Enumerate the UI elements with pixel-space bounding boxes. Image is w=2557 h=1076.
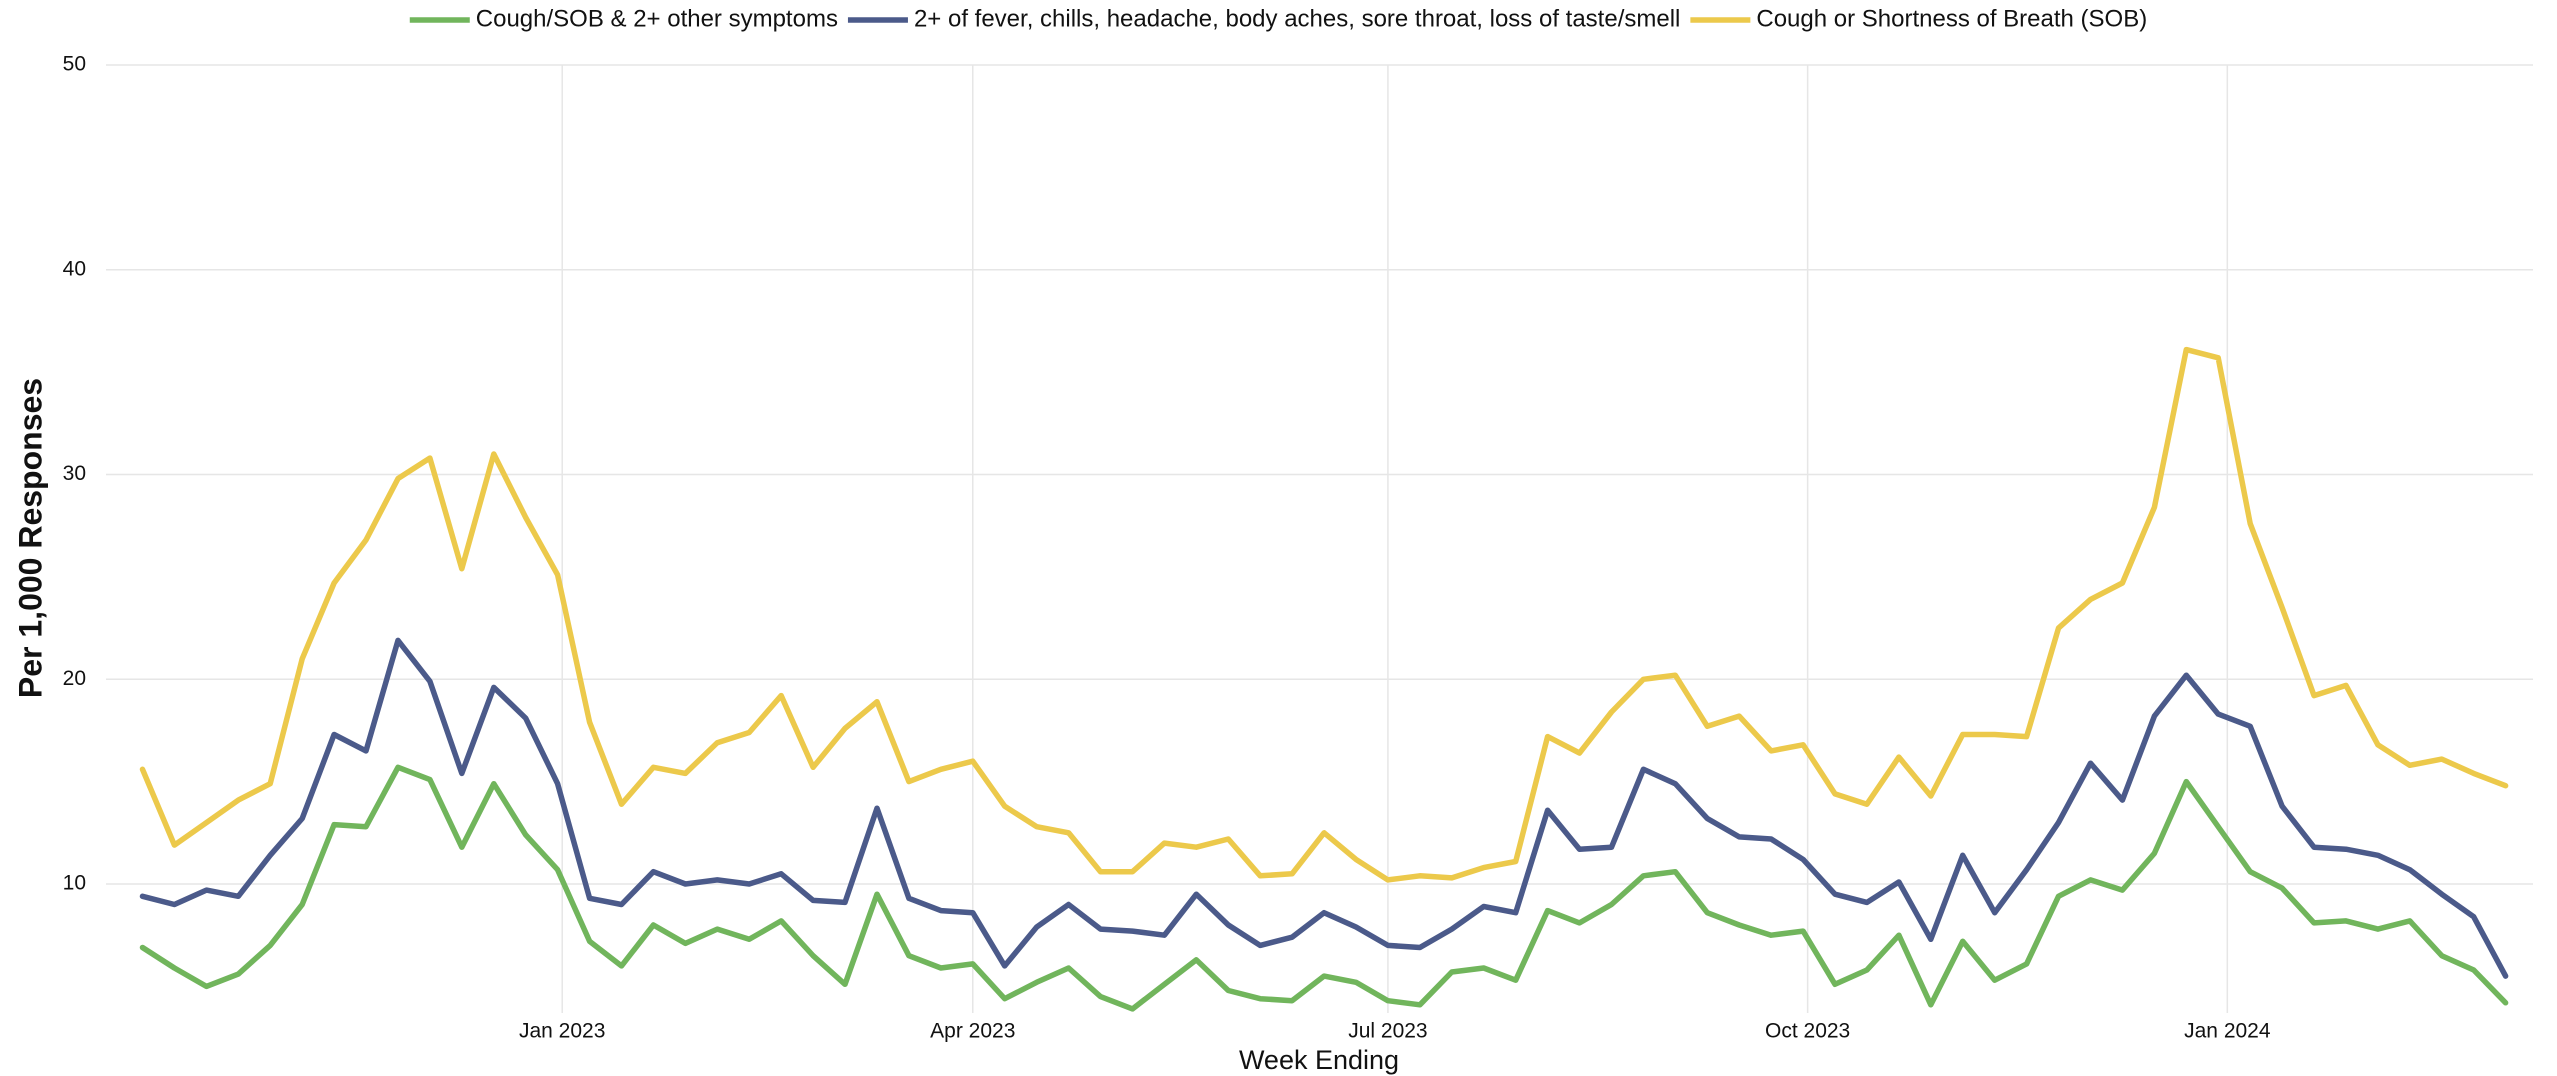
legend-label: Cough or Shortness of Breath (SOB) (1756, 5, 2147, 32)
y-tick-label: 30 (63, 462, 86, 485)
series-line (139, 346, 2509, 883)
legend-label: Cough/SOB & 2+ other symptoms (476, 5, 838, 32)
y-tick-label: 10 (63, 872, 86, 895)
legend: Cough/SOB & 2+ other symptoms 2+ of fever… (409, 5, 2147, 32)
y-axis-title: Per 1,000 Responses (12, 378, 48, 698)
y-tick-label: 20 (63, 667, 86, 690)
y-tick-label: 50 (63, 53, 86, 76)
x-tick-label: Oct 2023 (1765, 1020, 1850, 1043)
x-tick-label: Apr 2023 (930, 1020, 1015, 1043)
x-tick-label: Jan 2024 (2184, 1020, 2271, 1043)
x-axis-title: Week Ending (1239, 1045, 1399, 1075)
y-tick-label: 40 (63, 257, 86, 280)
x-tick-label: Jan 2023 (519, 1020, 605, 1043)
legend-label: 2+ of fever, chills, headache, body ache… (914, 5, 1680, 32)
x-tick-label: Jul 2023 (1348, 1020, 1427, 1043)
series-line (139, 637, 2509, 979)
series-line (139, 764, 2509, 1012)
